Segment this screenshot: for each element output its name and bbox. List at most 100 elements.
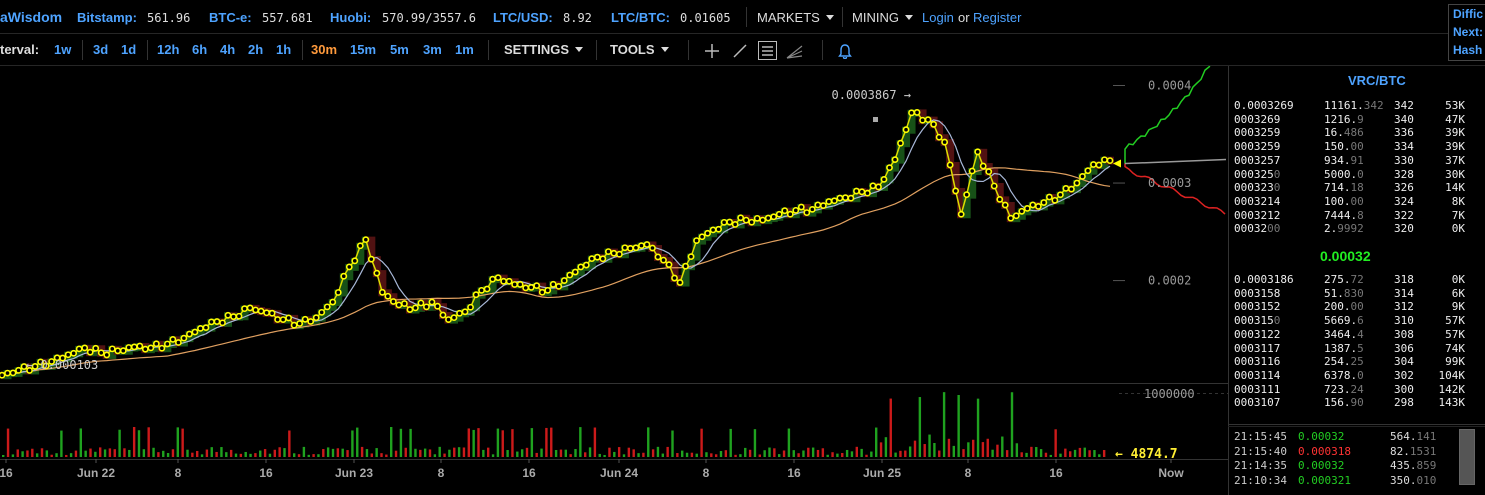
trade-price: 0.000321 [1298,473,1351,487]
price-dot [1056,191,1064,199]
price-dot [913,109,921,116]
interval-1m[interactable]: 1m [455,42,474,57]
interval-30m[interactable]: 30m [311,42,338,57]
price-dot [869,182,877,190]
price-dot [930,120,938,128]
order-total: 0K [1451,273,1465,286]
brand-logo[interactable]: aWisdom [0,9,63,25]
fan-lines-icon[interactable] [786,43,804,59]
volume-bar [656,446,660,457]
order-amount: 150.00 [1324,140,1364,154]
candle [946,139,955,169]
volume-bar [200,454,204,457]
price-dot [808,205,816,213]
volume-bar [142,449,146,457]
difficulty-label: Diffic [1453,7,1483,21]
line-draw-icon[interactable] [732,43,748,59]
interval-1h[interactable]: 1h [276,42,292,57]
order-book-pair-title[interactable]: VRC/BTC [1348,73,1406,88]
order-cumulative: 320 [1394,222,1414,236]
volume-bar [55,453,58,457]
price-dot [538,288,546,296]
price-dot [158,344,166,352]
order-price: 0003152 [1234,300,1281,314]
volume-bar [234,453,238,457]
crosshair-icon[interactable] [704,43,720,59]
price-dot [709,226,717,234]
order-price: 0003158 [1234,286,1281,300]
mining-menu[interactable]: MINING [852,10,913,25]
menu-lines-icon[interactable] [758,41,777,60]
volume-bar [719,451,723,457]
trade-row: 21:14:35 0.00032 435.859 [1234,459,1436,472]
interval-6h[interactable]: 6h [192,42,208,57]
exchange-price-huobi: 570.99/3557.6 [382,11,476,25]
interval-15m[interactable]: 15m [350,42,377,57]
candle [472,291,481,312]
price-dot [174,339,182,346]
interval-1d[interactable]: 1d [121,42,137,57]
price-dot [114,347,122,355]
price-dot [632,244,640,252]
volume-bar [598,453,601,457]
volume-bar [850,451,854,457]
settings-menu[interactable]: SETTINGS [504,42,584,57]
price-dot [555,282,563,290]
order-amount: 1216.9 [1324,112,1364,126]
price-dot [941,138,949,146]
interval-3d[interactable]: 3d [93,42,109,57]
volume-bar [778,454,781,457]
candle [240,305,249,321]
login-link[interactable]: Login [922,10,954,25]
interval-3m[interactable]: 3m [423,42,442,57]
interval-4h[interactable]: 4h [220,42,236,57]
volume-bar [477,428,480,457]
volume-bar [889,398,892,457]
bell-icon[interactable] [838,43,852,59]
order-cumulative: 310 [1394,314,1414,328]
volume-bar [608,447,611,457]
interval-1w[interactable]: 1w [54,42,72,57]
volume-bar [811,447,815,457]
interval-5m[interactable]: 5m [390,42,409,57]
price-dot [1018,207,1026,215]
price-dot [489,275,497,283]
volume-bar [845,449,849,457]
volume-bar [681,450,684,457]
interval-2h[interactable]: 2h [248,42,264,57]
volume-bar [758,454,761,457]
volume-bar [928,434,931,457]
price-dot [1001,201,1009,209]
volume-annotation: ← 4874.7 [1115,447,1178,462]
interval-12h[interactable]: 12h [157,42,180,57]
price-dot [715,225,723,233]
price-dot [48,358,56,365]
volume-bar [1093,450,1096,457]
tools-menu[interactable]: TOOLS [610,42,669,57]
volume-bar [899,450,902,457]
candle [1072,180,1081,194]
markets-menu[interactable]: MARKETS [757,10,834,25]
price-dot [213,318,221,325]
tools-menu-label: TOOLS [610,42,655,57]
volume-bar [913,440,917,457]
volume-bar [782,450,786,457]
price-dot [136,342,144,350]
order-cumulative: 314 [1394,286,1414,300]
price-dot [351,257,359,265]
volume-bar [288,430,291,457]
settings-menu-label: SETTINGS [504,42,570,57]
cursor-marker [873,117,878,122]
volume-bar [16,449,19,457]
price-dot [1068,185,1075,193]
price-dot [1045,193,1053,201]
volume-bar [666,446,669,457]
volume-bar [263,449,267,457]
price-dot [627,244,634,252]
order-cumulative: 308 [1394,327,1414,341]
price-chart[interactable]: 0.0004 0.0003 0.0002 1000000 16 Jun 22 8 16 Jun … [0,66,1228,495]
price-dot [103,351,111,359]
trades-scrollbar[interactable] [1459,429,1475,485]
price-dot [1106,157,1114,165]
register-link[interactable]: Register [973,10,1022,25]
